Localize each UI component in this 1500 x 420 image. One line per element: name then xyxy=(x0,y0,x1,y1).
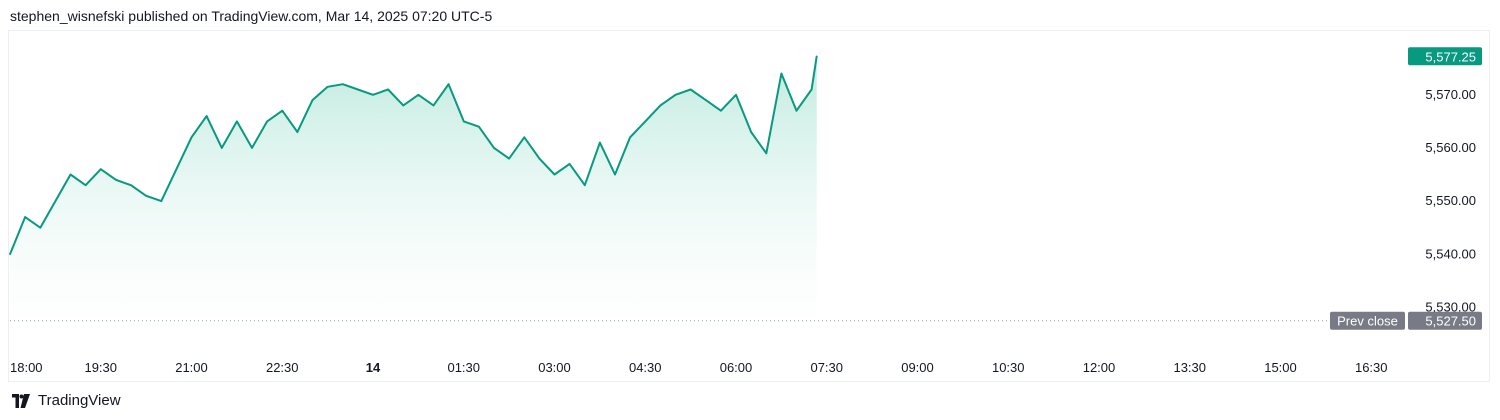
price-point xyxy=(523,136,526,139)
prev-close-caption-badge xyxy=(1330,311,1405,330)
price-point xyxy=(39,226,42,229)
x-tick-label: 13:30 xyxy=(1173,360,1206,375)
last-price-badge xyxy=(1408,47,1482,66)
chart-frame xyxy=(8,30,1490,382)
y-tick-label: 5,540.00 xyxy=(1425,246,1476,261)
price-point xyxy=(508,157,510,160)
tradingview-logo-icon xyxy=(12,393,30,408)
y-tick-label: 5,530.00 xyxy=(1425,299,1476,314)
price-point xyxy=(735,94,737,96)
x-tick-label: 06:00 xyxy=(720,360,753,375)
price-point xyxy=(417,94,420,96)
y-tick-label: 5,550.00 xyxy=(1425,193,1476,208)
price-point xyxy=(221,147,223,149)
price-point xyxy=(432,104,435,107)
price-point xyxy=(311,99,314,101)
price-area-fill xyxy=(10,56,817,335)
price-point xyxy=(568,163,571,165)
price-point xyxy=(130,184,132,186)
price-point xyxy=(326,86,329,88)
prev-close-label: 5,527.50 xyxy=(1425,314,1476,329)
x-tick-label: 21:00 xyxy=(175,360,208,375)
price-point xyxy=(145,195,147,197)
price-point xyxy=(538,157,541,160)
price-point xyxy=(69,173,72,176)
x-tick-label: 18:00 xyxy=(10,360,43,375)
price-point xyxy=(815,55,818,58)
price-point xyxy=(780,72,783,75)
price-point xyxy=(659,104,662,107)
prev-close-badge xyxy=(1408,311,1482,330)
price-point xyxy=(463,120,465,123)
price-point xyxy=(705,99,707,101)
y-tick-label: 5,570.00 xyxy=(1425,87,1476,102)
price-point xyxy=(100,168,102,170)
x-tick-label: 01:30 xyxy=(447,360,480,375)
x-tick-label: 04:30 xyxy=(629,360,662,375)
price-point xyxy=(478,125,480,128)
y-tick-label: 5,560.00 xyxy=(1425,140,1476,155)
price-point xyxy=(750,131,752,133)
x-tick-label: 14 xyxy=(366,360,381,375)
price-point xyxy=(810,88,813,91)
price-point xyxy=(236,120,238,123)
price-point xyxy=(24,216,26,218)
price-point xyxy=(281,109,284,112)
price-point xyxy=(84,184,87,186)
price-point xyxy=(720,109,722,112)
price-point xyxy=(251,147,253,149)
price-point xyxy=(54,200,57,202)
price-point xyxy=(629,136,631,139)
footer: TradingView xyxy=(10,392,121,409)
price-point xyxy=(599,141,601,144)
last-price-label: 5,577.25 xyxy=(1425,49,1476,64)
x-tick-label: 12:00 xyxy=(1083,360,1116,375)
price-point xyxy=(357,88,359,91)
price-point xyxy=(795,109,798,112)
price-point xyxy=(644,120,647,123)
price-point xyxy=(493,147,495,149)
x-tick-label: 15:00 xyxy=(1264,360,1297,375)
price-point xyxy=(614,173,616,176)
x-tick-label: 10:30 xyxy=(992,360,1025,375)
price-point xyxy=(387,88,389,91)
price-point xyxy=(372,94,374,96)
price-point xyxy=(160,200,163,202)
price-point xyxy=(689,88,692,91)
prev-close-caption: Prev close xyxy=(1337,314,1398,329)
price-chart[interactable]: 5,530.00 5,540.00 5,550.00 5,560.00 5,570.00… xyxy=(0,0,1500,392)
price-point xyxy=(342,83,344,85)
x-tick-label: 09:00 xyxy=(901,360,934,375)
price-point xyxy=(584,184,586,186)
price-point xyxy=(115,179,117,181)
price-point xyxy=(447,83,450,85)
price-point xyxy=(674,94,677,96)
footer-brand: TradingView xyxy=(38,392,121,409)
x-tick-label: 07:30 xyxy=(810,360,843,375)
price-point xyxy=(175,168,178,170)
price-point xyxy=(9,253,11,256)
price-point xyxy=(402,104,405,107)
price-point xyxy=(205,115,208,117)
price-point xyxy=(553,173,556,176)
x-tick-label: 16:30 xyxy=(1355,360,1388,375)
price-point xyxy=(765,152,768,155)
x-tick-label: 03:00 xyxy=(538,360,571,375)
price-point xyxy=(190,136,193,139)
price-point xyxy=(266,120,268,123)
x-tick-label: 22:30 xyxy=(266,360,299,375)
x-tick-label: 19:30 xyxy=(84,360,117,375)
publish-attribution: stephen_wisnefski published on TradingVi… xyxy=(10,8,493,24)
price-point xyxy=(296,131,299,133)
